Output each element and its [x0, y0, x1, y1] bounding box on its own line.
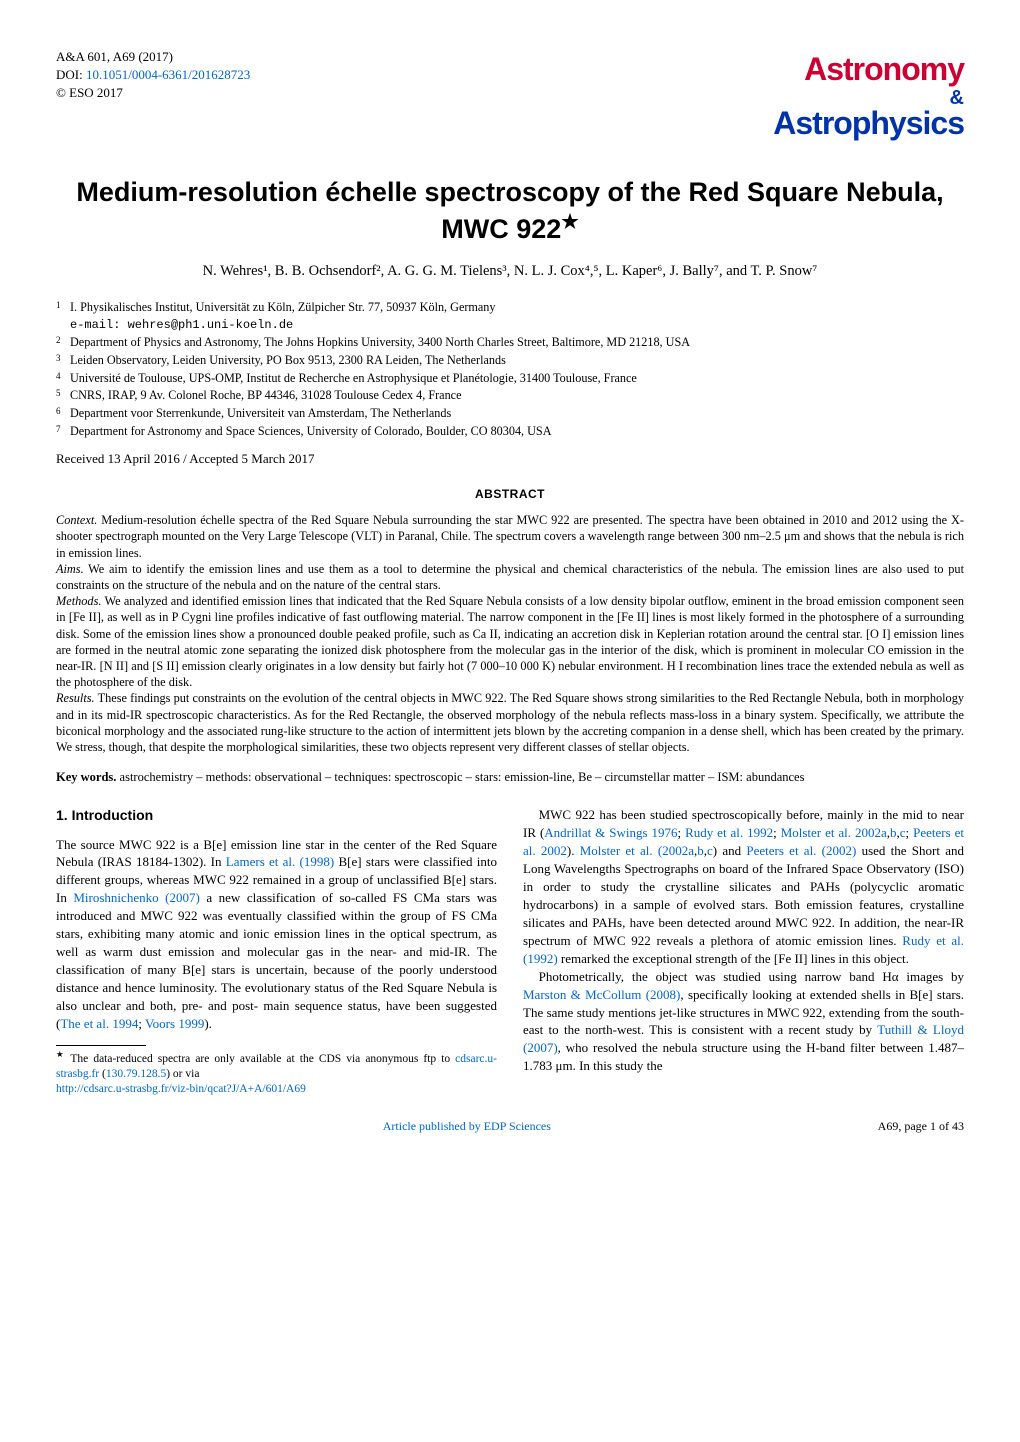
footer-page: A69, page 1 of 43: [878, 1118, 964, 1134]
paragraph: Photometrically, the object was studied …: [523, 968, 964, 1076]
section-heading: 1. Introduction: [56, 806, 497, 825]
affil-email: e-mail: wehres@ph1.uni-koeln.de: [70, 317, 964, 334]
page-footer: Article published by EDP Sciences A69, p…: [56, 1118, 964, 1134]
affil-num: 7: [56, 424, 61, 434]
journal-info: A&A 601, A69 (2017) DOI: 10.1051/0004-63…: [56, 48, 250, 103]
received-accepted: Received 13 April 2016 / Accepted 5 Marc…: [56, 450, 964, 468]
affiliation-row: 6 Department voor Sterrenkunde, Universit…: [56, 405, 964, 423]
logo-astronomy: Astronomy: [804, 51, 964, 87]
citation[interactable]: Rudy et al. 1992: [685, 825, 773, 840]
affil-num: 2: [56, 335, 61, 345]
affil-num: 3: [56, 353, 61, 363]
left-column: 1. Introduction The source MWC 922 is a …: [56, 806, 497, 1096]
footnote-star: ★: [56, 1050, 66, 1059]
affil-text: Department voor Sterrenkunde, Universite…: [70, 405, 964, 423]
abstract-aims: We aim to identify the emission lines an…: [56, 562, 964, 592]
citation[interactable]: Voors 1999: [145, 1016, 204, 1031]
affil-num: 1: [56, 300, 61, 310]
abstract-results-label: Results.: [56, 691, 95, 705]
footnote-rule: [56, 1045, 146, 1046]
abstract: Context. Medium-resolution échelle spect…: [56, 512, 964, 755]
keywords: Key words. astrochemistry – methods: obs…: [56, 769, 964, 786]
citation[interactable]: Miroshnichenko (2007): [73, 890, 199, 905]
citation[interactable]: The et al. 1994: [60, 1016, 138, 1031]
affil-text: Department of Physics and Astronomy, The…: [70, 334, 964, 352]
footnote-link[interactable]: 130.79.128.5: [106, 1068, 166, 1080]
journal-logo: Astronomy & Astrophysics: [753, 48, 964, 145]
abstract-aims-label: Aims.: [56, 562, 84, 576]
affil-text: Université de Toulouse, UPS-OMP, Institu…: [70, 370, 964, 388]
citation[interactable]: Marston & McCollum (2008): [523, 987, 680, 1002]
abstract-context-label: Context.: [56, 513, 97, 527]
abstract-results: These findings put constraints on the ev…: [56, 691, 964, 754]
doi-link[interactable]: 10.1051/0004-6361/201628723: [86, 67, 250, 82]
affiliation-row: 2 Department of Physics and Astronomy, Th…: [56, 334, 964, 352]
body-columns: 1. Introduction The source MWC 922 is a …: [56, 806, 964, 1096]
doi-line: DOI: 10.1051/0004-6361/201628723: [56, 66, 250, 84]
affil-text: Department for Astronomy and Space Scien…: [70, 423, 964, 441]
citation[interactable]: Molster et al. 2002a: [781, 825, 887, 840]
article-title: Medium-resolution échelle spectroscopy o…: [56, 175, 964, 247]
paragraph: The source MWC 922 is a B[e] emission li…: [56, 836, 497, 1033]
footnote: ★ The data-reduced spectra are only avai…: [56, 1050, 497, 1097]
copyright: © ESO 2017: [56, 84, 250, 102]
affiliations: 1 I. Physikalisches Institut, Universität…: [56, 299, 964, 440]
abstract-heading: ABSTRACT: [56, 486, 964, 502]
affiliation-row: 4 Université de Toulouse, UPS-OMP, Instit…: [56, 370, 964, 388]
affil-num: 5: [56, 388, 61, 398]
affiliation-row: 5 CNRS, IRAP, 9 Av. Colonel Roche, BP 443…: [56, 387, 964, 405]
abstract-context: Medium-resolution échelle spectra of the…: [56, 513, 964, 559]
footer-publisher[interactable]: Article published by EDP Sciences: [383, 1118, 551, 1134]
logo-astrophysics: Astrophysics: [773, 102, 964, 145]
abstract-methods-label: Methods.: [56, 594, 101, 608]
affiliation-row: 3 Leiden Observatory, Leiden University, …: [56, 352, 964, 370]
journal-ref: A&A 601, A69 (2017): [56, 48, 250, 66]
citation[interactable]: Molster et al. (2002a: [580, 843, 694, 858]
citation[interactable]: Andrillat & Swings 1976: [544, 825, 677, 840]
keywords-text: astrochemistry – methods: observational …: [116, 770, 804, 784]
affil-text: CNRS, IRAP, 9 Av. Colonel Roche, BP 4434…: [70, 387, 964, 405]
keywords-label: Key words.: [56, 770, 116, 784]
citation[interactable]: Peeters et al. (2002): [746, 843, 856, 858]
title-text: Medium-resolution échelle spectroscopy o…: [76, 177, 943, 244]
doi-label: DOI:: [56, 67, 86, 82]
affil-text: Leiden Observatory, Leiden University, P…: [70, 352, 964, 370]
affil-num: 4: [56, 371, 61, 381]
abstract-methods: We analyzed and identified emission line…: [56, 594, 964, 689]
affiliation-row: e-mail: wehres@ph1.uni-koeln.de: [56, 317, 964, 334]
authors: N. Wehres¹, B. B. Ochsendorf², A. G. G. …: [56, 262, 964, 282]
affiliation-row: 7 Department for Astronomy and Space Scie…: [56, 423, 964, 441]
citation[interactable]: Lamers et al. (1998): [226, 854, 334, 869]
footnote-link[interactable]: http://cdsarc.u-strasbg.fr/viz-bin/qcat?…: [56, 1083, 306, 1095]
title-footnote-star: ★: [561, 211, 578, 233]
header: A&A 601, A69 (2017) DOI: 10.1051/0004-63…: [56, 48, 964, 145]
right-column: MWC 922 has been studied spectroscopical…: [523, 806, 964, 1096]
affil-text: I. Physikalisches Institut, Universität …: [70, 299, 964, 317]
affil-num: 6: [56, 406, 61, 416]
affiliation-row: 1 I. Physikalisches Institut, Universität…: [56, 299, 964, 317]
paragraph: MWC 922 has been studied spectroscopical…: [523, 806, 964, 967]
